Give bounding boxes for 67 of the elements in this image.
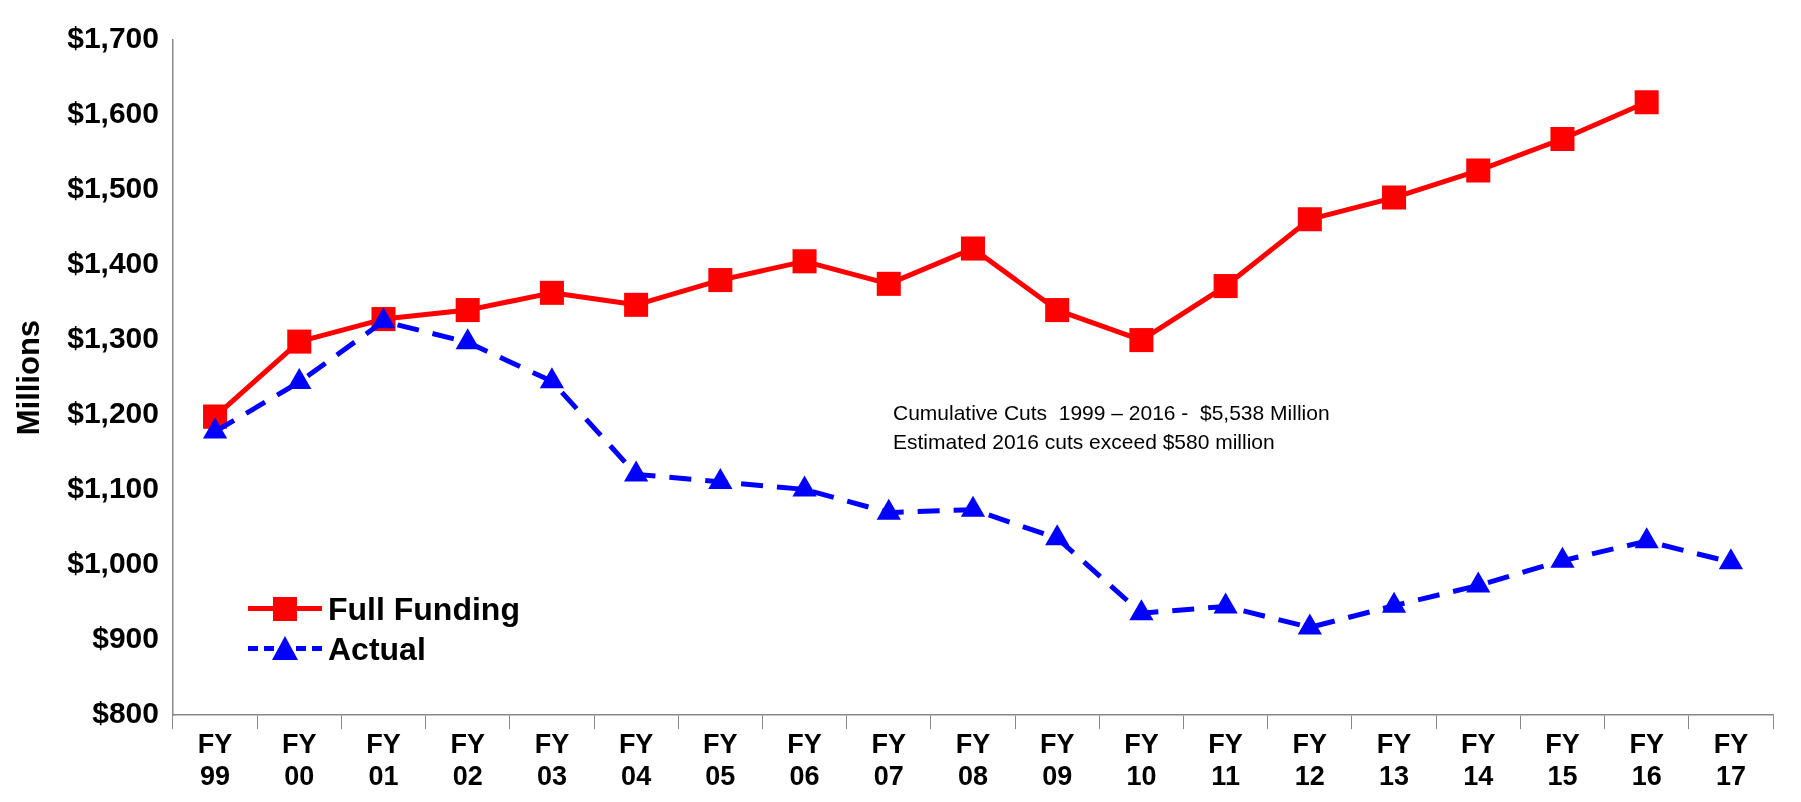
point — [960, 495, 986, 517]
point — [1382, 185, 1407, 210]
x-tick-label: FY 03 — [534, 728, 570, 792]
point — [287, 368, 312, 390]
x-tick-label: FY 11 — [1208, 728, 1243, 792]
point — [1045, 524, 1070, 546]
x-tick-label: FY 02 — [450, 728, 485, 792]
y-tick-label: $1,500 — [67, 171, 159, 205]
x-tick-label: FY 16 — [1629, 728, 1664, 792]
point — [202, 417, 228, 439]
point — [1129, 328, 1154, 353]
y-tick-label: $1,000 — [67, 546, 159, 580]
x-tick-label: FY 99 — [197, 728, 233, 792]
point — [624, 460, 649, 482]
point — [1129, 599, 1154, 621]
point — [792, 249, 817, 274]
x-tick-label: FY 07 — [871, 728, 907, 792]
legend-label: Full Funding — [328, 590, 520, 628]
point — [1297, 613, 1322, 635]
point — [1466, 158, 1491, 183]
point — [539, 280, 564, 305]
x-tick-label: FY 10 — [1124, 728, 1159, 792]
y-tick-label: $1,700 — [67, 21, 159, 55]
point — [455, 298, 480, 323]
point — [1466, 571, 1491, 593]
point — [1213, 592, 1238, 614]
legend-label: Actual — [328, 630, 426, 668]
y-tick-label: $1,100 — [67, 471, 159, 505]
x-tick-label: FY 08 — [955, 728, 991, 792]
point — [539, 367, 565, 389]
point — [1718, 548, 1744, 570]
point — [1634, 527, 1659, 549]
x-tick-label: FY 05 — [703, 728, 738, 792]
point — [1550, 127, 1575, 152]
point — [624, 292, 649, 317]
x-tick-label: FY 15 — [1545, 728, 1580, 792]
y-axis-title: Millions — [11, 319, 47, 436]
point — [708, 467, 733, 489]
y-tick-label: $1,200 — [67, 396, 159, 430]
x-tick-label: FY 09 — [1039, 728, 1075, 792]
y-tick-label: $1,300 — [67, 321, 159, 355]
x-tick-label: FY 13 — [1376, 728, 1412, 792]
point — [287, 329, 312, 354]
annotation: Estimated 2016 cuts exceed $580 million — [893, 429, 1276, 455]
point — [708, 268, 733, 293]
y-tick-label: $1,400 — [67, 246, 159, 280]
x-tick-label: FY 04 — [618, 728, 654, 792]
x-tick-label: FY 17 — [1713, 728, 1749, 792]
annotation: Cumulative Cuts 1999 – 2016 - $5,538 Million — [893, 400, 1330, 426]
y-tick-label: $1,600 — [67, 96, 159, 130]
x-tick-label: FY 06 — [787, 728, 822, 792]
point — [1045, 298, 1070, 323]
x-tick-label: FY 12 — [1292, 728, 1328, 792]
x-tick-label: FY 00 — [282, 728, 317, 792]
point — [1381, 591, 1407, 613]
point — [792, 475, 817, 497]
point — [1297, 207, 1322, 232]
y-tick-label: $800 — [92, 696, 159, 730]
point — [960, 236, 985, 261]
point — [1213, 274, 1238, 299]
point — [876, 271, 901, 296]
x-tick-label: FY 14 — [1461, 728, 1496, 792]
point — [1634, 90, 1659, 115]
point — [1550, 546, 1575, 568]
x-tick-label: FY 01 — [366, 728, 401, 792]
point — [876, 498, 901, 520]
y-tick-label: $900 — [92, 621, 159, 655]
